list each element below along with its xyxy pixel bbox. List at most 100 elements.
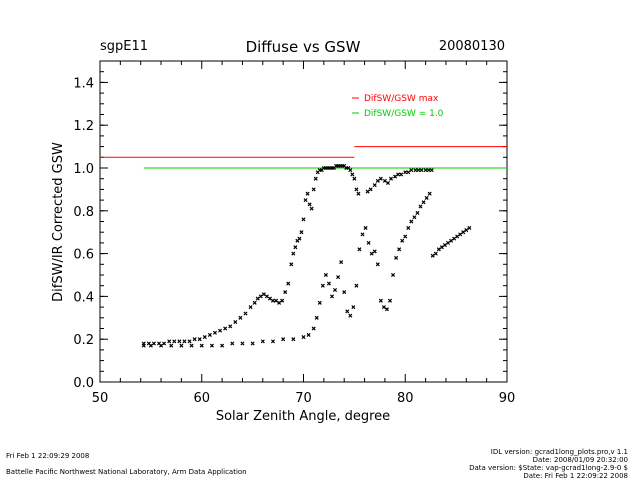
data-point (212, 330, 218, 335)
data-point (381, 305, 386, 310)
data-point (148, 343, 153, 348)
data-point (167, 339, 172, 344)
data-point (199, 343, 204, 348)
data-point (220, 343, 225, 348)
plot-frame (99, 60, 508, 383)
data-point (378, 298, 383, 303)
data-point (261, 292, 266, 297)
date-label: 20080130 (439, 39, 505, 54)
data-point (301, 217, 306, 222)
data-point (342, 290, 347, 295)
data-point (291, 251, 296, 256)
data-point (230, 341, 235, 346)
data-point (375, 262, 380, 267)
data-point (409, 219, 414, 224)
data-point (258, 294, 263, 299)
legend: DifSW/GSW max DifSW/GSW = 1.0 (352, 94, 444, 119)
data-point (352, 176, 357, 181)
x-tick-label: 90 (499, 391, 516, 406)
data-point (303, 198, 308, 203)
y-tick-label: 1.4 (73, 76, 94, 91)
data-point (397, 247, 402, 252)
data-point (233, 320, 238, 325)
data-point (345, 309, 350, 314)
x-tick-label: 50 (92, 391, 109, 406)
data-point (442, 243, 447, 248)
data-point (372, 183, 377, 188)
chart-title: Diffuse vs GSW (246, 38, 361, 56)
legend-label: DifSW/GSW max (364, 94, 439, 104)
data-point (357, 247, 362, 252)
data-point (412, 215, 417, 220)
y-tick-label: 0.4 (73, 290, 94, 305)
y-tick-label: 0.6 (73, 248, 94, 263)
data-point (419, 168, 424, 173)
data-point (387, 298, 393, 303)
data-point (289, 262, 294, 267)
data-point (187, 339, 192, 344)
y-axis-label: DifSW/IR Corrected GSW (51, 142, 66, 302)
data-point (209, 343, 214, 348)
data-point (306, 332, 311, 337)
y-tick-label: 0.2 (73, 333, 94, 348)
data-point (354, 187, 359, 192)
data-point (301, 335, 306, 340)
data-point (461, 230, 466, 235)
data-point (179, 343, 184, 348)
data-point (283, 290, 288, 295)
data-point (326, 281, 331, 286)
data-point (320, 283, 325, 288)
data-point (293, 245, 298, 250)
data-point (277, 300, 282, 305)
data-point (421, 200, 426, 205)
footer-timestamp: Fri Feb 1 22:09:29 2008 (6, 452, 90, 460)
data-point (429, 168, 434, 173)
data-point (433, 251, 438, 256)
data-point (264, 294, 269, 299)
data-point (384, 307, 389, 312)
data-point (317, 300, 322, 305)
data-point (280, 298, 285, 303)
data-point (172, 339, 177, 344)
data-point (375, 178, 380, 183)
data-point (403, 234, 408, 239)
data-point (369, 251, 374, 256)
data-point (299, 230, 304, 235)
legend-label: DifSW/GSW = 1.0 (364, 109, 444, 119)
data-point (449, 238, 454, 243)
data-point (366, 240, 371, 245)
footer-idl-version: IDL version: gcrad1long_plots.pro,v 1.1 (490, 448, 628, 456)
data-point (409, 168, 414, 173)
data-point (162, 341, 167, 346)
data-point (274, 298, 279, 303)
data-point (291, 337, 296, 342)
x-tick-label: 70 (295, 391, 312, 406)
data-point (329, 294, 335, 299)
data-point (177, 339, 182, 344)
site-label: sgpE11 (100, 39, 148, 54)
data-point (418, 204, 423, 209)
data-point (255, 296, 260, 301)
data-point (427, 191, 432, 196)
x-axis-label: Solar Zenith Angle, degree (216, 409, 390, 424)
data-point (313, 176, 318, 181)
data-point (430, 253, 435, 258)
data-point (356, 191, 361, 196)
data-point (197, 337, 202, 342)
data-point (467, 225, 472, 230)
reference-lines (100, 146, 507, 169)
data-point (311, 326, 316, 331)
data-point (202, 335, 207, 340)
data-point (348, 313, 353, 318)
data-point (439, 245, 444, 250)
data-point (307, 202, 312, 207)
data-point (305, 191, 310, 196)
data-point (323, 272, 328, 278)
data-point (360, 232, 365, 237)
y-tick-label: 1.0 (73, 162, 94, 177)
data-point (189, 343, 194, 348)
scatter-points (141, 163, 472, 348)
data-point (270, 298, 275, 303)
data-point (436, 247, 441, 252)
